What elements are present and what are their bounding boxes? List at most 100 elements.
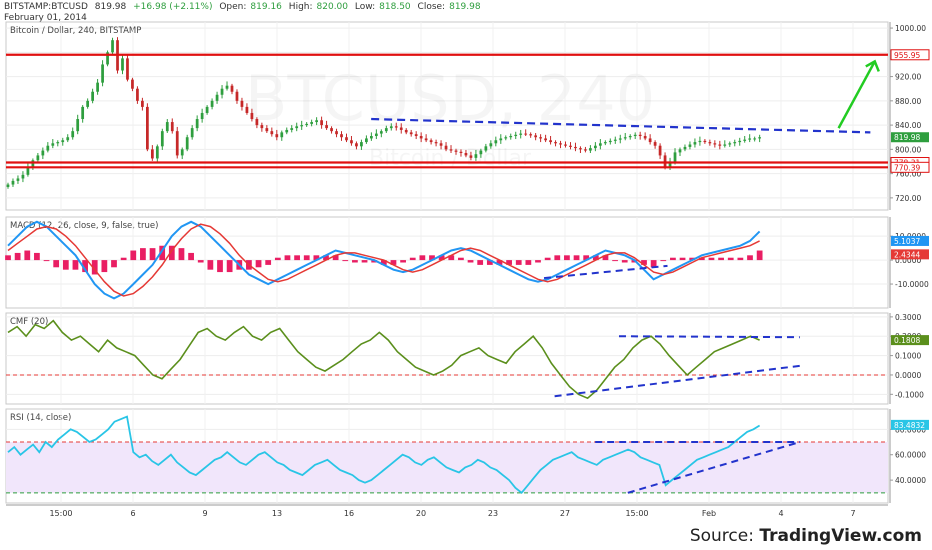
candle-body: [260, 125, 264, 129]
macd-last-value-box: [891, 235, 929, 246]
candle-body: [131, 79, 134, 89]
candle-body: [414, 134, 418, 137]
macd-histogram-bar: [429, 255, 435, 261]
candle-body: [693, 142, 697, 145]
watermark: BTCUSD, 240: [245, 62, 655, 135]
signal-line: [7, 223, 760, 297]
y-tick-label: 920.00: [895, 73, 921, 82]
candle-body: [350, 140, 353, 144]
y-tick-label: 720.00: [895, 194, 921, 203]
macd-histogram-bar: [380, 260, 387, 265]
candle-body: [370, 136, 373, 139]
macd-histogram-bar: [72, 260, 79, 270]
candle-body: [295, 126, 299, 129]
macd-histogram-bar: [361, 260, 368, 263]
brand[interactable]: TradingView.com: [759, 526, 922, 546]
macd-histogram-bar: [294, 255, 300, 261]
y-tick-label: -10.0000: [895, 280, 929, 289]
x-tick-label: 6: [130, 509, 135, 518]
signal-last-value: 2.4344: [894, 250, 920, 259]
macd-histogram-bar: [159, 245, 166, 261]
candle-body: [255, 119, 259, 126]
candle-body: [688, 144, 692, 147]
pane-title: RSI (14, close): [10, 413, 71, 423]
trend-line: [618, 335, 800, 339]
trend-line: [627, 441, 801, 494]
signal-last-value-box: [891, 249, 929, 260]
source-footer: Source: TradingView.com: [690, 526, 922, 546]
y-tick-label: -0.1000: [895, 390, 924, 399]
candle-body: [310, 122, 314, 124]
macd-last-value: 5.1037: [894, 237, 920, 246]
candle-body: [155, 146, 159, 159]
candle-body: [51, 143, 55, 146]
candle-body: [444, 145, 448, 150]
macd-histogram-bar: [544, 257, 551, 261]
candle-body: [210, 100, 214, 107]
macd-histogram-bar: [621, 260, 628, 263]
candle-body: [320, 120, 323, 126]
macd-histogram-bar: [535, 260, 541, 263]
macd-histogram-bar: [515, 260, 522, 265]
candle-body: [21, 174, 25, 179]
candle-body: [355, 143, 358, 147]
candle-body: [554, 142, 557, 144]
chart-date: February 01, 2014: [4, 13, 87, 23]
candle-body: [215, 94, 219, 101]
macd-histogram-bar: [34, 252, 40, 261]
y-tick-label: 840.00: [895, 121, 921, 130]
change: +16.98 (+2.11%): [133, 2, 213, 12]
candle-body: [623, 137, 627, 139]
candle-body: [315, 120, 318, 123]
candle-body: [643, 136, 647, 139]
last-price-box: [891, 132, 929, 143]
candle-body: [703, 140, 707, 143]
candle-body: [439, 143, 443, 146]
candle-body: [389, 126, 393, 129]
macd-histogram-bar: [612, 260, 618, 262]
macd-histogram-bar: [737, 257, 744, 261]
macd-histogram-bar: [197, 260, 204, 263]
candle-body: [434, 142, 438, 144]
candle-body: [175, 131, 179, 156]
candle-body: [71, 131, 75, 138]
candle-body: [564, 144, 567, 146]
macd-histogram-bar: [525, 260, 532, 265]
macd-histogram-bar: [82, 260, 88, 273]
trend-line: [371, 117, 871, 134]
price-label: 955.95: [894, 51, 920, 60]
candle-body: [36, 155, 40, 161]
candle-body: [544, 138, 547, 141]
candle-body: [190, 128, 194, 138]
macd-histogram-bar: [274, 257, 281, 261]
candle-body: [270, 131, 274, 135]
candle-body: [31, 160, 35, 168]
cmf-last-value: 0.1808: [894, 336, 920, 345]
macd-histogram-bar: [727, 257, 734, 261]
x-tick-label: Feb: [702, 509, 716, 518]
candle-body: [613, 139, 617, 141]
candle-body: [574, 146, 577, 149]
macd-histogram-bar: [390, 260, 397, 265]
macd-histogram-bar: [438, 255, 445, 261]
cmf-last-value-box: [891, 335, 929, 346]
macd-histogram-bar: [342, 260, 349, 262]
up-arrow-head: [865, 59, 880, 72]
macd-histogram-bar: [506, 260, 512, 265]
candle-body: [404, 129, 408, 133]
symbol[interactable]: BITSTAMP:BTCUSD: [4, 2, 88, 12]
candle-body: [758, 137, 762, 139]
candle-body: [340, 134, 343, 138]
price-label: 770.39: [894, 163, 920, 172]
candle-body: [26, 167, 30, 175]
candle-body: [449, 149, 453, 151]
pane-frame: [5, 21, 889, 211]
candle-body: [374, 133, 378, 137]
source-label: Source:: [689, 526, 754, 546]
pane-title: MACD (12, 26, close, 9, false, true): [10, 221, 158, 231]
candle-body: [86, 100, 90, 107]
candle-body: [529, 134, 533, 136]
candle-body: [603, 142, 607, 144]
